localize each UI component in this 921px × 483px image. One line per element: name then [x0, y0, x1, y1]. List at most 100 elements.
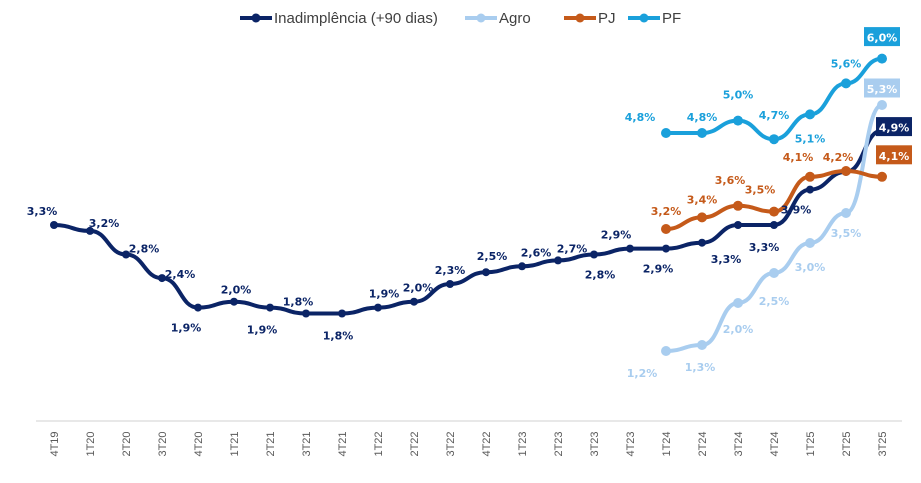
data-label: 3,2% — [89, 217, 120, 230]
data-point — [733, 115, 743, 126]
data-point — [841, 166, 851, 176]
data-label: 1,2% — [627, 367, 658, 380]
series-layer — [50, 53, 887, 356]
data-point — [518, 262, 526, 271]
data-label-box — [864, 78, 900, 98]
data-point — [482, 268, 490, 277]
x-tick-label: 2T20 — [121, 431, 133, 456]
data-label: 4,2% — [823, 151, 854, 164]
legend-marker-icon — [575, 13, 585, 23]
data-label: 3,4% — [687, 193, 718, 206]
series-agro — [661, 100, 887, 356]
data-label-box — [876, 117, 912, 137]
data-point — [410, 297, 418, 306]
data-label: 1,9% — [247, 324, 278, 337]
data-point — [770, 221, 778, 229]
data-label: 2,9% — [643, 263, 674, 276]
data-label: 3,6% — [715, 174, 746, 187]
x-tick-label: 1T23 — [517, 431, 529, 456]
data-label: 2,0% — [403, 282, 434, 295]
data-label-box — [876, 145, 912, 165]
data-point — [805, 171, 815, 182]
x-tick-label: 4T20 — [193, 431, 205, 456]
data-label: 6,0% — [867, 32, 898, 45]
legend-item: PJ — [564, 10, 616, 27]
legend-label: PF — [662, 10, 681, 27]
data-label: 3,9% — [781, 204, 812, 217]
x-tick-label: 4T19 — [49, 431, 61, 456]
data-label: 2,5% — [759, 295, 790, 308]
data-label: 2,3% — [435, 264, 466, 277]
x-tick-label: 3T24 — [733, 431, 745, 456]
legend-marker-icon — [639, 13, 649, 23]
data-label: 2,5% — [477, 250, 508, 263]
data-label: 3,5% — [745, 184, 776, 197]
data-point — [374, 303, 382, 312]
x-tick-label: 4T22 — [481, 431, 493, 456]
data-point — [86, 226, 94, 235]
data-point — [266, 303, 274, 312]
data-point — [590, 250, 598, 259]
data-label: 2,0% — [723, 323, 754, 336]
data-point — [158, 274, 166, 283]
data-point — [877, 100, 887, 110]
data-point — [806, 185, 814, 194]
data-label: 3,5% — [831, 227, 862, 240]
data-label: 5,6% — [831, 57, 862, 70]
x-tick-label: 4T24 — [769, 431, 781, 456]
x-tick-label: 3T21 — [301, 431, 313, 456]
x-tick-label: 1T20 — [85, 431, 97, 456]
data-point — [805, 109, 815, 120]
x-tick-label: 3T25 — [877, 431, 889, 456]
series-pj — [661, 166, 887, 234]
data-label: 2,6% — [521, 246, 552, 259]
data-point — [122, 250, 130, 259]
legend-item: PF — [628, 10, 681, 27]
data-label: 4,1% — [879, 150, 910, 163]
data-point — [733, 200, 743, 211]
data-label: 3,3% — [749, 241, 780, 254]
data-label: 1,8% — [283, 296, 314, 309]
x-tick-label: 3T22 — [445, 431, 457, 456]
data-label: 1,8% — [323, 330, 354, 343]
x-tick-label: 2T23 — [553, 431, 565, 456]
series-line — [664, 56, 884, 142]
x-axis-ticks: 4T19 1T20 2T20 3T20 4T20 1T21 2T21 3T21 4T21 1T22… — [49, 431, 889, 456]
x-tick-label: 2T24 — [697, 431, 709, 456]
legend-item: Agro — [465, 10, 531, 27]
data-point — [841, 208, 851, 218]
data-label: 2,4% — [165, 268, 196, 281]
data-label: 3,3% — [27, 205, 58, 218]
data-point — [733, 298, 743, 308]
data-label: 4,8% — [625, 111, 656, 124]
legend-label: PJ — [598, 10, 616, 27]
legend-marker-icon — [476, 13, 486, 23]
data-label: 4,8% — [687, 111, 718, 124]
data-point — [877, 53, 887, 64]
data-point — [50, 221, 58, 229]
series-pf — [661, 53, 887, 145]
data-point — [841, 78, 851, 89]
x-tick-label: 4T21 — [337, 431, 349, 456]
data-label: 2,8% — [129, 243, 160, 256]
x-tick-label: 1T21 — [229, 431, 241, 456]
data-label: 4,1% — [783, 151, 814, 164]
data-point — [554, 256, 562, 265]
data-point — [734, 221, 742, 229]
data-label: 5,3% — [867, 83, 898, 96]
data-point — [698, 238, 706, 247]
data-point — [769, 206, 779, 217]
data-point — [338, 309, 346, 318]
x-tick-label: 2T25 — [841, 431, 853, 456]
legend: Inadimplência (+90 dias) Agro PJ PF — [240, 10, 681, 27]
data-label: 4,9% — [879, 122, 910, 135]
legend-label: Inadimplência (+90 dias) — [274, 10, 438, 27]
data-point — [230, 297, 238, 306]
data-point — [805, 238, 815, 248]
data-point — [662, 244, 670, 253]
x-tick-label: 2T22 — [409, 431, 421, 456]
x-tick-label: 3T20 — [157, 431, 169, 456]
data-point — [661, 128, 671, 138]
x-tick-label: 2T21 — [265, 431, 277, 456]
x-tick-label: 3T23 — [589, 431, 601, 456]
